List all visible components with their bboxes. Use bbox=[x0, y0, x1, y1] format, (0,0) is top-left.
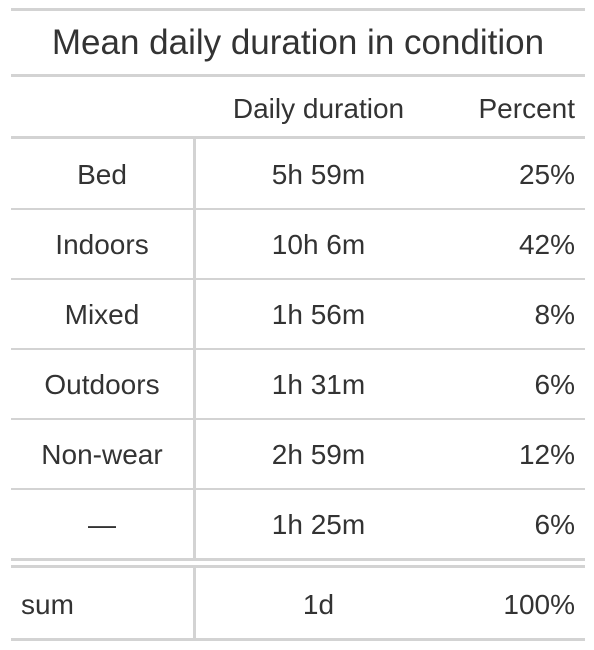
table-row: — 1h 25m 6% bbox=[11, 490, 585, 559]
column-header-percent: Percent bbox=[478, 92, 576, 124]
summary-label: sum bbox=[21, 588, 74, 620]
row-percent: 6% bbox=[534, 368, 575, 400]
row-rule bbox=[11, 348, 585, 350]
column-header-label bbox=[11, 74, 193, 143]
column-header-duration: Daily duration bbox=[232, 92, 405, 124]
summary-double-rule-bottom bbox=[11, 565, 585, 568]
row-rule bbox=[11, 208, 585, 210]
row-label: Indoors bbox=[55, 228, 149, 260]
row-duration: 1h 56m bbox=[271, 298, 366, 330]
summary-double-rule-top bbox=[11, 558, 585, 561]
row-duration: 10h 6m bbox=[271, 228, 366, 260]
row-label: Mixed bbox=[64, 298, 140, 330]
table-row: Bed 5h 59m 25% bbox=[11, 140, 585, 209]
summary-duration: 1d bbox=[302, 588, 335, 620]
header-rule bbox=[11, 136, 585, 139]
row-duration: 1h 25m bbox=[271, 508, 366, 540]
row-duration: 2h 59m bbox=[271, 438, 366, 470]
row-duration: 5h 59m bbox=[271, 158, 366, 190]
summary-percent: 100% bbox=[503, 588, 575, 620]
row-rule bbox=[11, 278, 585, 280]
table-title: Mean daily duration in condition bbox=[51, 23, 545, 62]
table-row: Non-wear 2h 59m 12% bbox=[11, 420, 585, 489]
row-percent: 6% bbox=[534, 508, 575, 540]
row-percent: 42% bbox=[518, 228, 575, 260]
summary-row: sum 1d 100% bbox=[11, 570, 585, 639]
top-rule bbox=[11, 8, 585, 11]
column-header-row: Daily duration Percent bbox=[11, 74, 585, 143]
row-label: Bed bbox=[77, 158, 127, 190]
row-percent: 25% bbox=[518, 158, 575, 190]
title-rule bbox=[11, 74, 585, 77]
row-label: Outdoors bbox=[44, 368, 160, 400]
table-row: Indoors 10h 6m 42% bbox=[11, 210, 585, 279]
row-percent: 8% bbox=[534, 298, 575, 330]
row-rule bbox=[11, 418, 585, 420]
table-row: Outdoors 1h 31m 6% bbox=[11, 350, 585, 419]
stub-divider-summary bbox=[193, 568, 196, 638]
row-rule bbox=[11, 488, 585, 490]
bottom-rule bbox=[11, 638, 585, 641]
row-percent: 12% bbox=[518, 438, 575, 470]
row-label: Non-wear bbox=[41, 438, 163, 470]
table-row: Mixed 1h 56m 8% bbox=[11, 280, 585, 349]
row-duration: 1h 31m bbox=[271, 368, 366, 400]
row-label: — bbox=[88, 508, 116, 540]
